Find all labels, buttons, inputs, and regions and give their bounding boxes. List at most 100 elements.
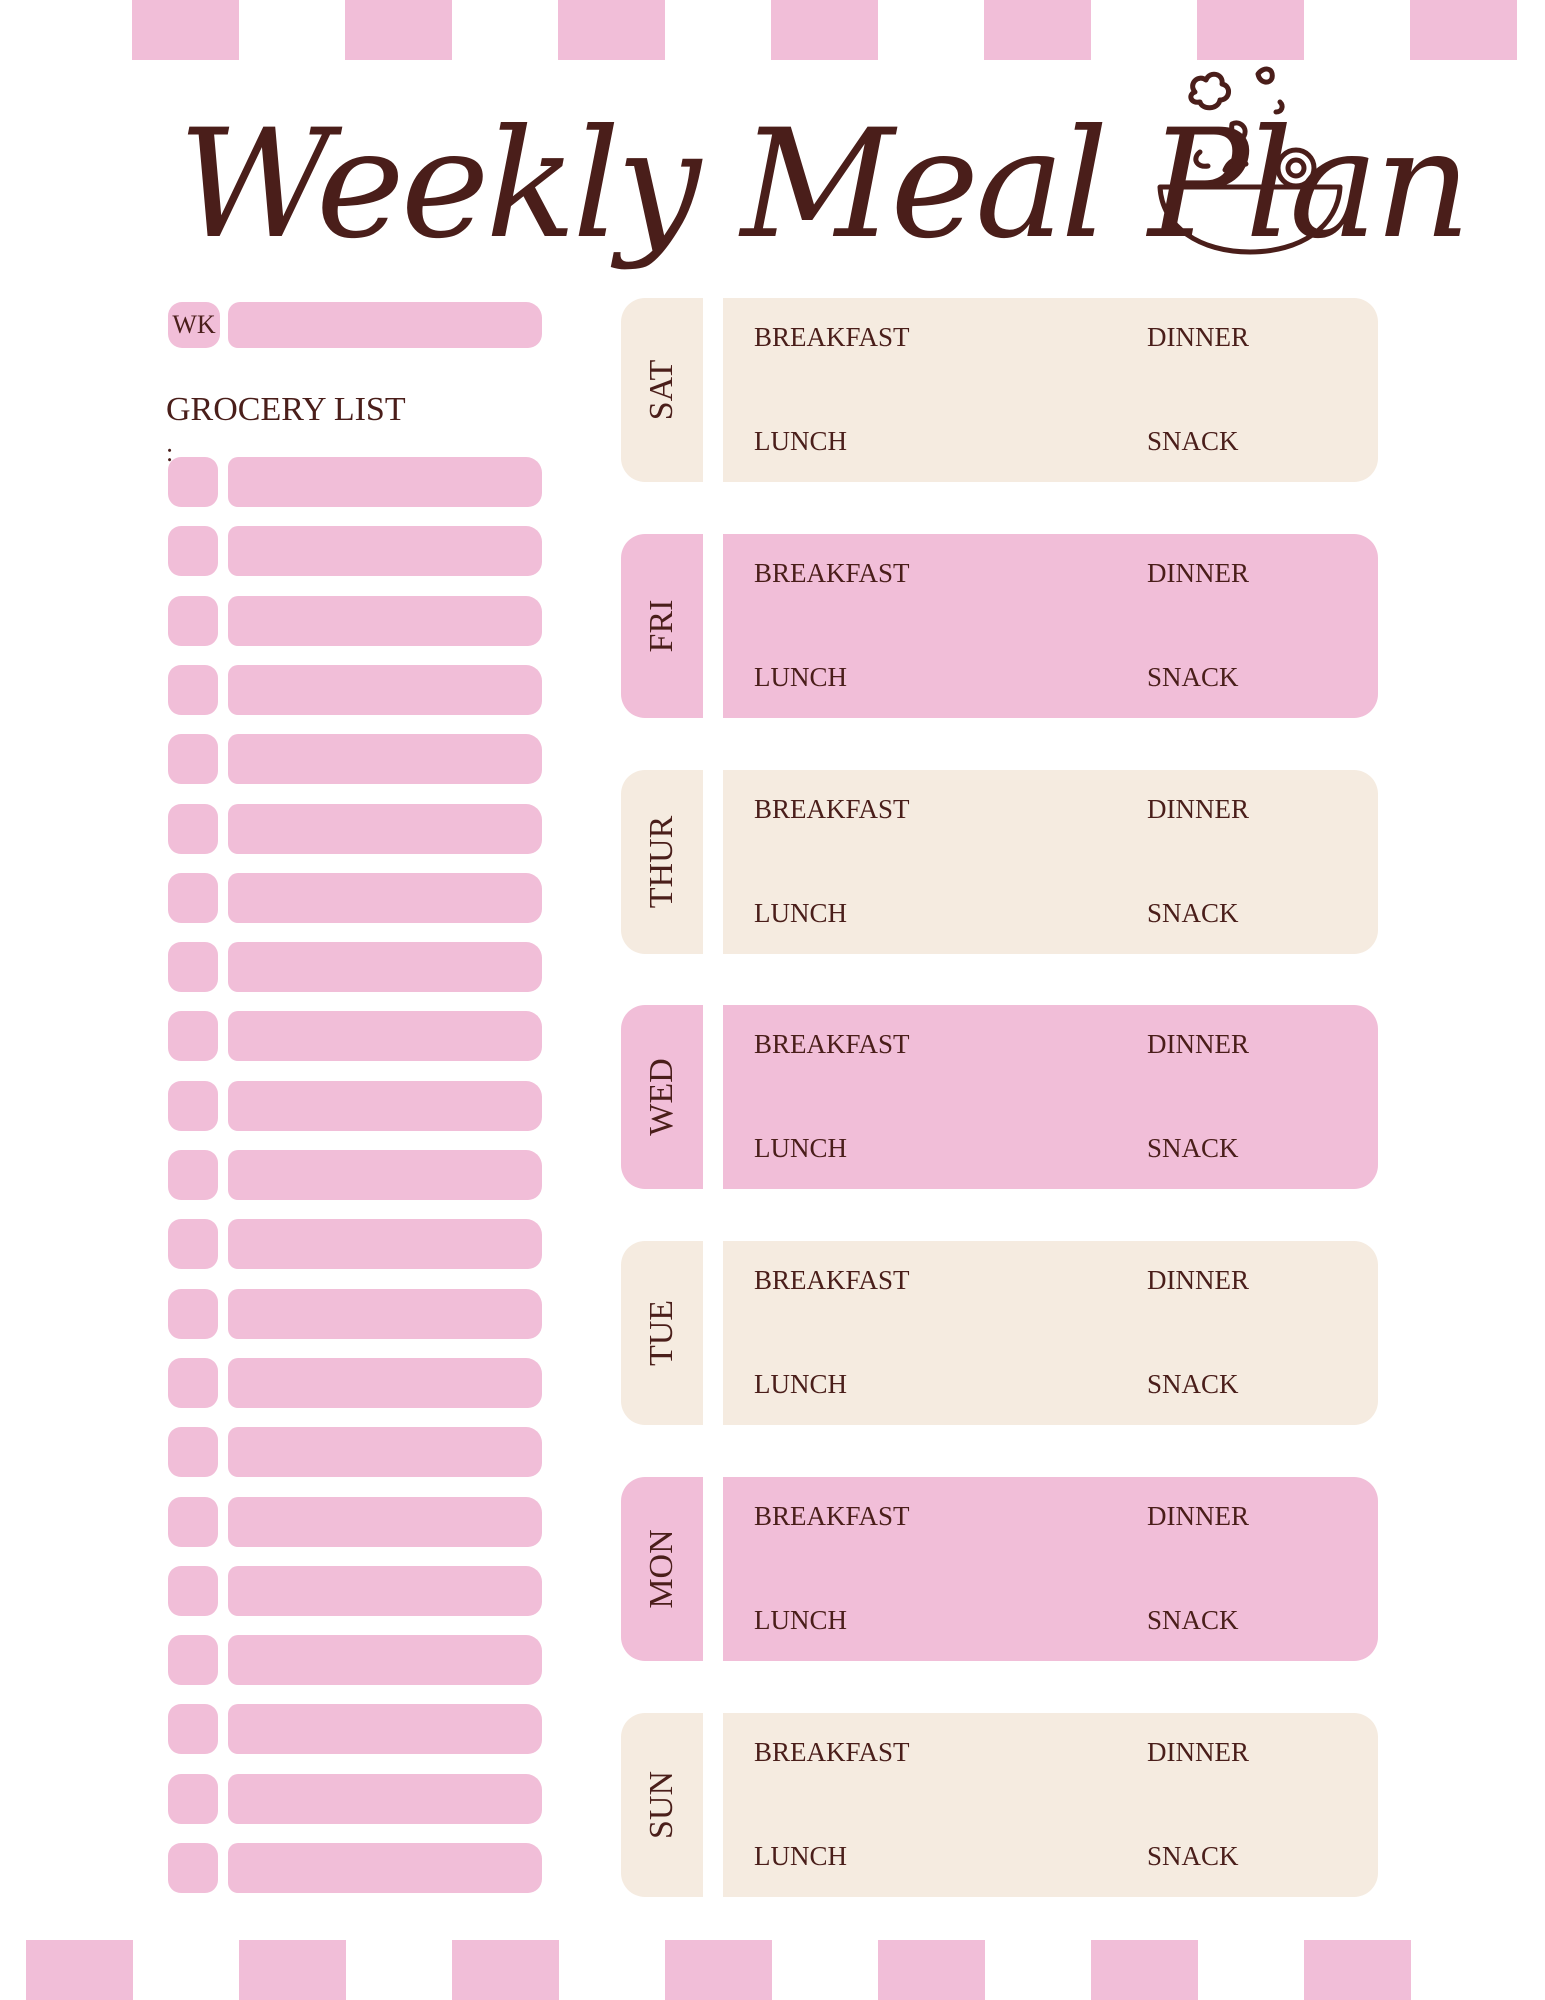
- stripe-block: [26, 1940, 133, 2000]
- grocery-row: [168, 734, 542, 784]
- grocery-item-input[interactable]: [228, 1497, 542, 1547]
- grocery-checkbox[interactable]: [168, 942, 218, 992]
- meal-label-snack: SNACK: [1147, 426, 1239, 456]
- top-stripe-border: [0, 0, 1545, 60]
- grocery-item-input[interactable]: [228, 1289, 542, 1339]
- day-label: SUN: [643, 1770, 680, 1840]
- meal-label-dinner: DINNER: [1147, 794, 1249, 824]
- meal-label-breakfast: BREAKFAST: [754, 794, 910, 824]
- grocery-checkbox[interactable]: [168, 1497, 218, 1547]
- meal-label-dinner: DINNER: [1147, 558, 1249, 588]
- meal-label-breakfast: BREAKFAST: [754, 1501, 910, 1531]
- grocery-item-input[interactable]: [228, 596, 542, 646]
- stripe-block: [558, 0, 665, 60]
- grocery-row: [168, 1497, 542, 1547]
- week-input[interactable]: [228, 302, 542, 348]
- meal-label-dinner: DINNER: [1147, 322, 1249, 352]
- meal-label-lunch: LUNCH: [754, 898, 847, 928]
- grocery-checkbox[interactable]: [168, 1427, 218, 1477]
- stripe-block: [665, 1940, 772, 2000]
- grocery-item-input[interactable]: [228, 526, 542, 576]
- grocery-item-input[interactable]: [228, 1843, 542, 1893]
- grocery-checkbox[interactable]: [168, 1704, 218, 1754]
- grocery-checkbox[interactable]: [168, 1566, 218, 1616]
- grocery-item-input[interactable]: [228, 1704, 542, 1754]
- meal-label-snack: SNACK: [1147, 1841, 1239, 1871]
- meal-label-lunch: LUNCH: [754, 1841, 847, 1871]
- meal-label-breakfast: BREAKFAST: [754, 1737, 910, 1767]
- grocery-list-colon: :: [166, 438, 174, 467]
- salad-bowl-icon: [1157, 66, 1343, 255]
- grocery-row: [168, 457, 542, 507]
- grocery-item-input[interactable]: [228, 1219, 542, 1269]
- meal-label-lunch: LUNCH: [754, 1133, 847, 1163]
- week-label: WK: [168, 302, 220, 348]
- grocery-row: [168, 1566, 542, 1616]
- meal-label-lunch: LUNCH: [754, 662, 847, 692]
- grocery-checkbox[interactable]: [168, 804, 218, 854]
- grocery-checkbox[interactable]: [168, 1081, 218, 1131]
- grocery-row: [168, 1427, 542, 1477]
- grocery-checkbox[interactable]: [168, 1150, 218, 1200]
- stripe-block: [1197, 0, 1304, 60]
- grocery-checkbox[interactable]: [168, 526, 218, 576]
- grocery-checkbox[interactable]: [168, 457, 218, 507]
- grocery-row: [168, 1635, 542, 1685]
- day-label: TUE: [643, 1299, 680, 1367]
- meal-label-snack: SNACK: [1147, 662, 1239, 692]
- meal-label-snack: SNACK: [1147, 1369, 1239, 1399]
- grocery-row: [168, 1704, 542, 1754]
- grocery-item-input[interactable]: [228, 1566, 542, 1616]
- day-card-thur: THUR BREAKFAST DINNER LUNCH SNACK: [621, 770, 1378, 954]
- grocery-item-input[interactable]: [228, 1774, 542, 1824]
- grocery-checkbox[interactable]: [168, 1843, 218, 1893]
- day-card-wed: WED BREAKFAST DINNER LUNCH SNACK: [621, 1005, 1378, 1189]
- grocery-checkbox[interactable]: [168, 873, 218, 923]
- day-label: THUR: [643, 815, 680, 909]
- meal-label-dinner: DINNER: [1147, 1265, 1249, 1295]
- grocery-checkbox[interactable]: [168, 1011, 218, 1061]
- grocery-item-input[interactable]: [228, 1427, 542, 1477]
- day-card-divider: [703, 1005, 723, 1189]
- grocery-row: [168, 526, 542, 576]
- day-label: SAT: [643, 359, 680, 421]
- grocery-item-input[interactable]: [228, 873, 542, 923]
- grocery-item-input[interactable]: [228, 457, 542, 507]
- grocery-checkbox[interactable]: [168, 1358, 218, 1408]
- meal-label-breakfast: BREAKFAST: [754, 558, 910, 588]
- stripe-block: [771, 0, 878, 60]
- grocery-checkbox[interactable]: [168, 1289, 218, 1339]
- stripe-block: [1304, 1940, 1411, 2000]
- meal-label-lunch: LUNCH: [754, 1605, 847, 1635]
- day-label: FRI: [643, 599, 680, 653]
- meal-label-snack: SNACK: [1147, 1133, 1239, 1163]
- meal-label-lunch: LUNCH: [754, 426, 847, 456]
- meal-label-dinner: DINNER: [1147, 1737, 1249, 1767]
- stripe-block: [984, 0, 1091, 60]
- grocery-item-input[interactable]: [228, 1358, 542, 1408]
- stripe-block: [132, 0, 239, 60]
- stripe-block: [452, 1940, 559, 2000]
- day-card-tue: TUE BREAKFAST DINNER LUNCH SNACK: [621, 1241, 1378, 1425]
- grocery-checkbox[interactable]: [168, 596, 218, 646]
- day-card-fri: FRI BREAKFAST DINNER LUNCH SNACK: [621, 534, 1378, 718]
- grocery-item-input[interactable]: [228, 1150, 542, 1200]
- grocery-item-input[interactable]: [228, 1081, 542, 1131]
- stripe-block: [1091, 1940, 1198, 2000]
- day-card-divider: [703, 1477, 723, 1661]
- grocery-item-input[interactable]: [228, 665, 542, 715]
- grocery-row: [168, 942, 542, 992]
- day-card-mon: MON BREAKFAST DINNER LUNCH SNACK: [621, 1477, 1378, 1661]
- grocery-item-input[interactable]: [228, 734, 542, 784]
- grocery-checkbox[interactable]: [168, 1774, 218, 1824]
- grocery-checkbox[interactable]: [168, 1219, 218, 1269]
- grocery-item-input[interactable]: [228, 1011, 542, 1061]
- grocery-checkbox[interactable]: [168, 665, 218, 715]
- grocery-item-input[interactable]: [228, 942, 542, 992]
- bottom-stripe-border: [0, 1940, 1545, 2000]
- grocery-checkbox[interactable]: [168, 1635, 218, 1685]
- grocery-checkbox[interactable]: [168, 734, 218, 784]
- grocery-item-input[interactable]: [228, 1635, 542, 1685]
- day-label: WED: [643, 1058, 680, 1136]
- grocery-item-input[interactable]: [228, 804, 542, 854]
